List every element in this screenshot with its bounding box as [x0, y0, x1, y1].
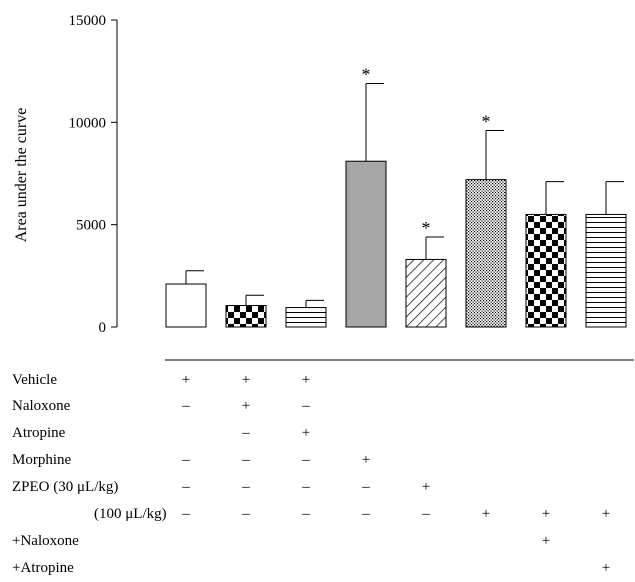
bar-5 — [405, 258, 447, 328]
y-tick-label: 5000 — [76, 218, 106, 234]
bar-4 — [345, 160, 387, 328]
significance-marker-5: * — [422, 218, 431, 238]
y-tick-label: 0 — [99, 320, 107, 336]
y-tick-label: 10000 — [69, 115, 107, 131]
bar-6 — [465, 179, 507, 328]
bar-3 — [285, 307, 327, 328]
y-axis-title: Area under the curve — [13, 108, 30, 243]
bar-2 — [225, 305, 267, 328]
significance-marker-4: * — [362, 64, 371, 84]
bar-7 — [525, 213, 567, 328]
y-tick-label: 15000 — [69, 13, 107, 29]
bars-group: * * * — [165, 64, 627, 328]
significance-marker-6: * — [482, 112, 491, 132]
y-axis-ticks: 0 5000 10000 15000 — [69, 13, 117, 336]
bar-8 — [585, 213, 627, 328]
bar-1 — [165, 283, 207, 328]
